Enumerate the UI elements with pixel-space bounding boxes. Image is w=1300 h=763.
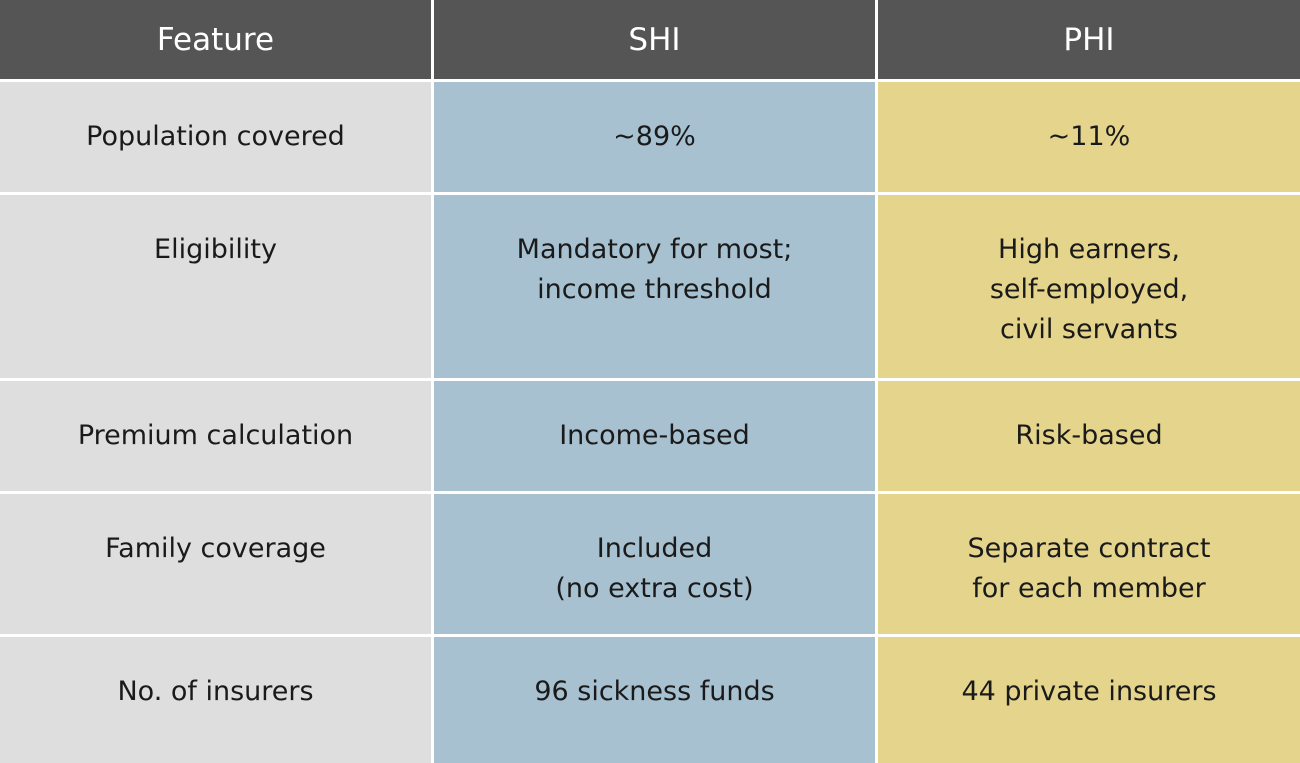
header-cell: PHI xyxy=(878,0,1300,79)
header-cell: Feature xyxy=(0,0,431,79)
cell-text: for each member xyxy=(972,573,1206,604)
table-cell: Separate contract for each member xyxy=(878,494,1300,634)
table-cell: High earners, self-employed, civil servant… xyxy=(878,195,1300,378)
cell-text: Separate contract xyxy=(967,533,1211,564)
cell-text: Population covered xyxy=(86,121,345,152)
cell-text: (no extra cost) xyxy=(555,573,754,604)
cell-text: No. of insurers xyxy=(117,676,314,707)
table-cell: Included (no extra cost) xyxy=(434,494,875,634)
cell-text: 96 sickness funds xyxy=(534,676,775,707)
cell-text: Risk-based xyxy=(1015,420,1163,451)
table-cell: ~89% xyxy=(434,82,875,192)
header-cell: SHI xyxy=(434,0,875,79)
table-cell: 96 sickness funds xyxy=(434,637,875,763)
cell-text: High earners, xyxy=(998,234,1180,265)
cell-text: Mandatory for most; xyxy=(516,234,793,265)
table-cell: Premium calculation xyxy=(0,381,431,491)
cell-text: civil servants xyxy=(1000,314,1178,345)
cell-text: ~89% xyxy=(613,121,696,152)
cell-text: Included xyxy=(596,533,713,564)
cell-text: Family coverage xyxy=(105,533,326,564)
table-cell: Mandatory for most; income threshold xyxy=(434,195,875,378)
cell-text: ~11% xyxy=(1047,121,1131,152)
cell-text: Eligibility xyxy=(154,234,277,265)
cell-text: Income-based xyxy=(559,420,750,451)
table-cell: ~11% xyxy=(878,82,1300,192)
table-cell: Risk-based xyxy=(878,381,1300,491)
table-cell: Eligibility xyxy=(0,195,431,378)
cell-text: 44 private insurers xyxy=(961,676,1217,707)
table-cell: Population covered xyxy=(0,82,431,192)
cell-text: Premium calculation xyxy=(77,420,354,451)
cell-text: income threshold xyxy=(537,274,772,305)
cell-text: self-employed, xyxy=(989,274,1189,305)
table-cell: No. of insurers xyxy=(0,637,431,763)
table-cell: Family coverage xyxy=(0,494,431,634)
table-cell: Income-based xyxy=(434,381,875,491)
table-cell: 44 private insurers xyxy=(878,637,1300,763)
